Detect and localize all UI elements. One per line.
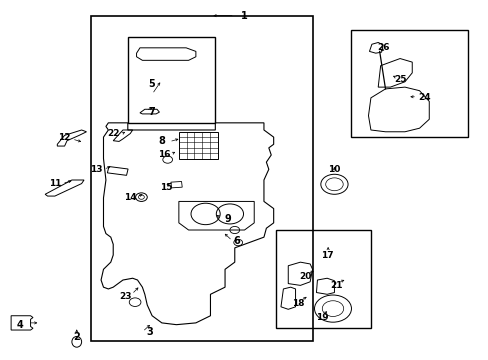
Text: 19: 19 [315, 313, 328, 322]
Text: 10: 10 [327, 165, 340, 174]
Text: 1: 1 [241, 11, 247, 21]
Text: 23: 23 [119, 292, 131, 301]
Bar [276, 230, 370, 328]
Text: 22: 22 [107, 129, 119, 138]
Text: 15: 15 [160, 183, 173, 192]
Bar [351, 30, 467, 137]
Text: 3: 3 [146, 327, 153, 337]
Text: 18: 18 [291, 299, 304, 308]
Text: 17: 17 [320, 251, 333, 260]
Bar [127, 37, 215, 123]
Bar [170, 181, 182, 188]
Text: 14: 14 [123, 193, 136, 202]
Text: 5: 5 [148, 78, 155, 89]
Text: 16: 16 [158, 150, 170, 159]
Text: 2: 2 [73, 332, 80, 342]
Text: 6: 6 [233, 236, 240, 246]
Text: 24: 24 [417, 93, 430, 102]
Text: 9: 9 [224, 214, 230, 224]
Text: 21: 21 [330, 281, 343, 290]
Bar [107, 167, 128, 175]
Text: 4: 4 [17, 320, 23, 330]
Text: 20: 20 [299, 272, 311, 281]
Text: 7: 7 [148, 107, 155, 117]
Text: 13: 13 [90, 165, 102, 174]
Text: 25: 25 [393, 76, 406, 85]
Text: 12: 12 [58, 132, 71, 141]
Bar [91, 16, 312, 341]
Bar [179, 132, 217, 158]
Text: 26: 26 [376, 43, 388, 52]
Text: 8: 8 [158, 136, 165, 146]
Text: 11: 11 [48, 179, 61, 188]
